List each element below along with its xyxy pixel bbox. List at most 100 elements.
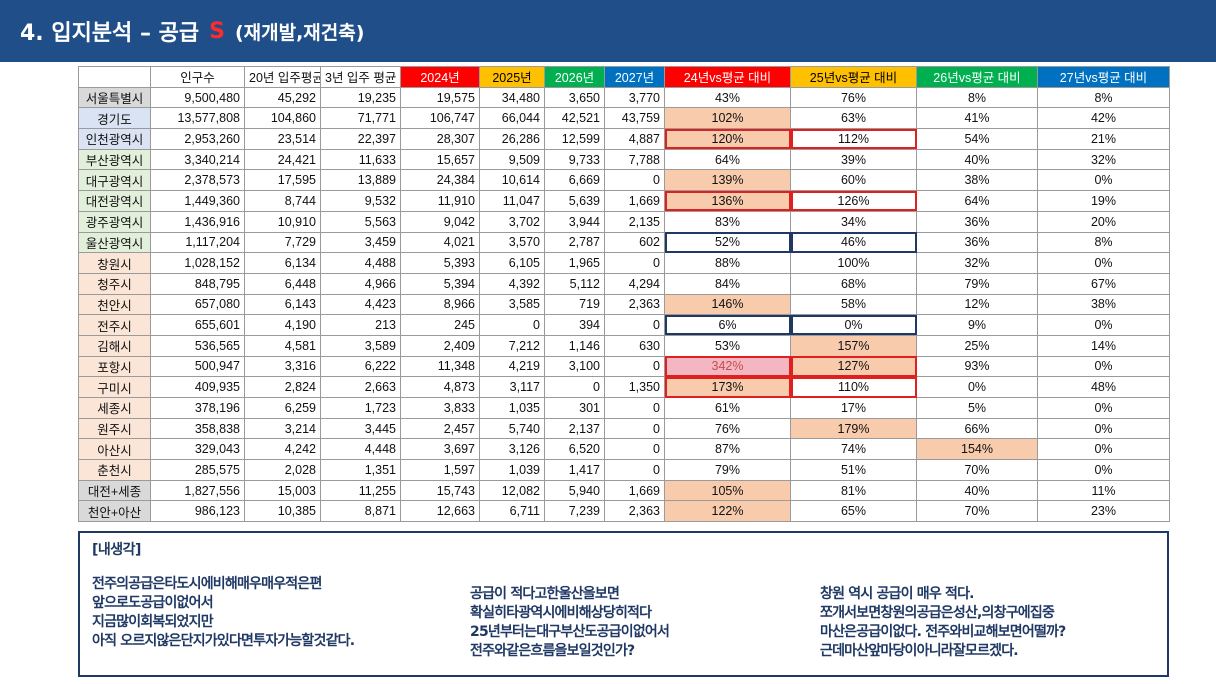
ratio-cell: 54% xyxy=(916,128,1038,150)
ratio-cell: 38% xyxy=(916,169,1038,192)
value-cell: 2,663 xyxy=(320,376,401,398)
ratio-cell: 0% xyxy=(790,314,917,336)
region-cell: 울산광역시 xyxy=(78,231,151,254)
ratio-cell: 0% xyxy=(916,376,1038,398)
ratio-cell: 8% xyxy=(1037,86,1170,109)
header-vs24: 24년vs평균 대비 xyxy=(664,66,791,88)
value-cell: 5,563 xyxy=(320,210,401,233)
value-cell: 0 xyxy=(604,459,665,481)
ratio-cell: 11% xyxy=(1037,479,1170,502)
value-cell: 3,316 xyxy=(244,355,321,378)
ratio-cell: 0% xyxy=(1037,459,1170,481)
note-line: 전주와같은흐름을보일것인가? xyxy=(470,643,635,659)
table-row: 아산시 329,043 4,242 4,448 3,697 3,126 6,520 0 87% 7… xyxy=(78,438,1170,461)
region-cell: 포항시 xyxy=(78,355,151,378)
value-cell: 3,697 xyxy=(400,438,480,461)
ratio-cell: 39% xyxy=(790,148,917,171)
value-cell: 1,723 xyxy=(320,397,401,419)
value-cell: 6,134 xyxy=(244,252,321,274)
region-cell: 천안시 xyxy=(78,293,151,316)
value-cell: 4,294 xyxy=(604,272,665,295)
ratio-cell: 58% xyxy=(790,293,917,316)
value-cell: 7,788 xyxy=(604,148,665,171)
title-mark: S xyxy=(209,18,225,44)
value-cell: 1,350 xyxy=(604,376,665,398)
ratio-cell: 112% xyxy=(790,128,917,150)
value-cell: 0 xyxy=(604,252,665,274)
value-cell: 11,047 xyxy=(479,190,545,212)
value-cell: 719 xyxy=(544,293,605,316)
value-cell: 4,242 xyxy=(244,438,321,461)
value-cell: 1,827,556 xyxy=(150,479,245,502)
value-cell: 378,196 xyxy=(150,397,245,419)
value-cell: 2,409 xyxy=(400,334,480,357)
header-vs26: 26년vs평균 대비 xyxy=(916,66,1038,88)
value-cell: 2,137 xyxy=(544,417,605,440)
table-row: 울산광역시 1,117,204 7,729 3,459 4,021 3,570 2,787 6… xyxy=(78,231,1170,254)
value-cell: 3,770 xyxy=(604,86,665,109)
ratio-cell: 51% xyxy=(790,459,917,481)
ratio-cell: 53% xyxy=(664,334,791,357)
value-cell: 1,035 xyxy=(479,397,545,419)
value-cell: 10,385 xyxy=(244,500,321,523)
value-cell: 12,663 xyxy=(400,500,480,523)
ratio-cell: 23% xyxy=(1037,500,1170,523)
ratio-cell: 41% xyxy=(916,107,1038,130)
region-cell: 원주시 xyxy=(78,417,151,440)
table-row: 대전+세종 1,827,556 15,003 11,255 15,743 12,082 5,… xyxy=(78,479,1170,502)
region-cell: 전주시 xyxy=(78,314,151,336)
value-cell: 409,935 xyxy=(150,376,245,398)
ratio-cell: 12% xyxy=(916,293,1038,316)
value-cell: 500,947 xyxy=(150,355,245,378)
page-title: 4. 입지분석 – 공급 xyxy=(20,21,200,46)
value-cell: 3,585 xyxy=(479,293,545,316)
ratio-cell: 146% xyxy=(664,293,791,316)
ratio-cell: 93% xyxy=(916,355,1038,378)
value-cell: 3,117 xyxy=(479,376,545,398)
value-cell: 24,384 xyxy=(400,169,480,192)
ratio-cell: 20% xyxy=(1037,210,1170,233)
ratio-cell: 88% xyxy=(664,252,791,274)
table-header-row: 인구수 20년 입주평균 3년 입주 평균 2024년 2025년 2026년 … xyxy=(78,66,1170,88)
note-line: 쪼개서보면창원의공급은성산,의창구에집중 xyxy=(820,605,1055,621)
table-row: 원주시 358,838 3,214 3,445 2,457 5,740 2,137 0 76% 1… xyxy=(78,417,1170,440)
table-row: 서울특별시 9,500,480 45,292 19,235 19,575 34,480 3,… xyxy=(78,86,1170,109)
value-cell: 28,307 xyxy=(400,128,480,150)
value-cell: 10,910 xyxy=(244,210,321,233)
ratio-cell: 6% xyxy=(664,314,791,336)
value-cell: 4,392 xyxy=(479,272,545,295)
value-cell: 45,292 xyxy=(244,86,321,109)
value-cell: 19,235 xyxy=(320,86,401,109)
note-line: 마산은공급이없다. 전주와비교해보면어떨까? xyxy=(820,624,1066,640)
value-cell: 358,838 xyxy=(150,417,245,440)
ratio-cell: 21% xyxy=(1037,128,1170,150)
ratio-cell: 0% xyxy=(1037,314,1170,336)
value-cell: 3,445 xyxy=(320,417,401,440)
value-cell: 5,639 xyxy=(544,190,605,212)
value-cell: 2,028 xyxy=(244,459,321,481)
value-cell: 11,633 xyxy=(320,148,401,171)
value-cell: 4,448 xyxy=(320,438,401,461)
value-cell: 8,966 xyxy=(400,293,480,316)
notes-heading: [내생각] xyxy=(92,542,141,558)
value-cell: 23,514 xyxy=(244,128,321,150)
value-cell: 3,944 xyxy=(544,210,605,233)
value-cell: 285,575 xyxy=(150,459,245,481)
header-y2027: 2027년 xyxy=(604,66,665,88)
value-cell: 5,394 xyxy=(400,272,480,295)
supply-table: 인구수 20년 입주평균 3년 입주 평균 2024년 2025년 2026년 … xyxy=(78,66,1170,523)
value-cell: 9,733 xyxy=(544,148,605,171)
table-row: 인천광역시 2,953,260 23,514 22,397 28,307 26,286 12… xyxy=(78,128,1170,150)
table-body: 서울특별시 9,500,480 45,292 19,235 19,575 34,480 3,… xyxy=(78,86,1170,523)
ratio-cell: 0% xyxy=(1037,252,1170,274)
value-cell: 9,532 xyxy=(320,190,401,212)
value-cell: 2,824 xyxy=(244,376,321,398)
value-cell: 6,448 xyxy=(244,272,321,295)
header-avg3: 3년 입주 평균 xyxy=(320,66,401,88)
region-cell: 부산광역시 xyxy=(78,148,151,171)
value-cell: 7,729 xyxy=(244,231,321,254)
value-cell: 3,214 xyxy=(244,417,321,440)
note-line: 아직 오르지않은단지가있다면투자가능할것같다. xyxy=(92,633,355,649)
ratio-cell: 0% xyxy=(1037,417,1170,440)
value-cell: 3,833 xyxy=(400,397,480,419)
